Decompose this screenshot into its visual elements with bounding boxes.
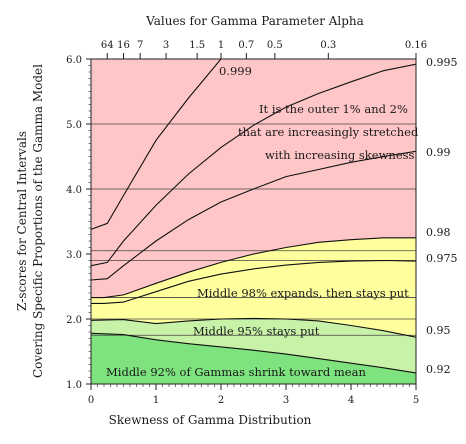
- percentile-curves: [91, 59, 416, 374]
- x-tick-label: 2: [218, 395, 224, 406]
- annotation-outer-line-2: that are increasingly stretched: [238, 125, 419, 139]
- top-tick-label: 7: [137, 40, 143, 51]
- annotation-outer-line-1: It is the outer 1% and 2%: [259, 102, 408, 116]
- right-label-092: 0.92: [426, 363, 451, 376]
- x-tick-label: 1: [153, 395, 159, 406]
- right-label-0995: 0.995: [426, 56, 458, 69]
- top-tick-label: 0.16: [405, 40, 427, 51]
- x-tick-label: 0: [88, 395, 94, 406]
- label-0999: 0.999: [219, 64, 252, 78]
- right-label-095: 0.95: [426, 324, 451, 337]
- top-axis-ticks: 64 16 7 3 1.5 1 0.7 0.5 0.3 0.16: [101, 40, 427, 59]
- y-axis-title: Z-scores for Central Intervals Covering …: [15, 64, 45, 378]
- x-axis-title: Skewness of Gamma Distribution: [109, 413, 312, 427]
- top-tick-label: 64: [101, 40, 114, 51]
- annotation-outer-line-3: with increasing skewness: [265, 148, 415, 162]
- y-tick-label: 1.0: [66, 380, 82, 391]
- bottom-axis-ticks: 0 1 2 3 4 5: [88, 384, 419, 406]
- series-line-099: [91, 150, 416, 281]
- annotation-middle-98: Middle 98% expands, then stays put: [197, 286, 409, 300]
- top-tick-label: 0.7: [238, 40, 254, 51]
- top-axis-title: Values for Gamma Parameter Alpha: [145, 14, 364, 28]
- band-middle-92: [91, 333, 416, 384]
- top-tick-label: 1: [218, 40, 224, 51]
- annotation-middle-95: Middle 95% stays put: [193, 324, 320, 338]
- x-tick-label: 4: [348, 395, 354, 406]
- x-tick-label: 5: [413, 395, 419, 406]
- y-tick-label: 3.0: [66, 250, 82, 261]
- series-line-0975: [91, 259, 416, 304]
- top-tick-label: 16: [117, 40, 130, 51]
- svg-text:Covering Specific Proportions: Covering Specific Proportions of the Gam…: [31, 64, 45, 378]
- series-line-092: [91, 332, 416, 374]
- y-tick-label: 6.0: [66, 55, 82, 66]
- series-line-098: [91, 237, 416, 299]
- top-tick-label: 0.3: [320, 40, 336, 51]
- annotation-middle-92: Middle 92% of Gammas shrink toward mean: [106, 365, 366, 379]
- y-tick-label: 2.0: [66, 315, 82, 326]
- right-label-0975: 0.975: [426, 252, 458, 265]
- top-tick-label: 0.5: [267, 40, 283, 51]
- right-label-099: 0.99: [426, 146, 451, 159]
- top-tick-label: 1.5: [189, 40, 205, 51]
- band-middle-98: [91, 237, 416, 338]
- series-line-0995: [91, 63, 416, 267]
- x-tick-label: 3: [283, 395, 289, 406]
- series-line-0999: [91, 59, 222, 230]
- top-tick-label: 3: [163, 40, 169, 51]
- series-line-095: [91, 317, 416, 338]
- right-label-098: 0.98: [426, 226, 451, 239]
- band-middle-95: [91, 318, 416, 373]
- y-tick-label: 5.0: [66, 120, 82, 131]
- left-axis-ticks: 1.0 2.0 3.0 4.0 5.0 6.0: [66, 55, 91, 391]
- y-tick-label: 4.0: [66, 185, 82, 196]
- svg-text:Z-scores for Central Intervals: Z-scores for Central Intervals: [15, 131, 29, 311]
